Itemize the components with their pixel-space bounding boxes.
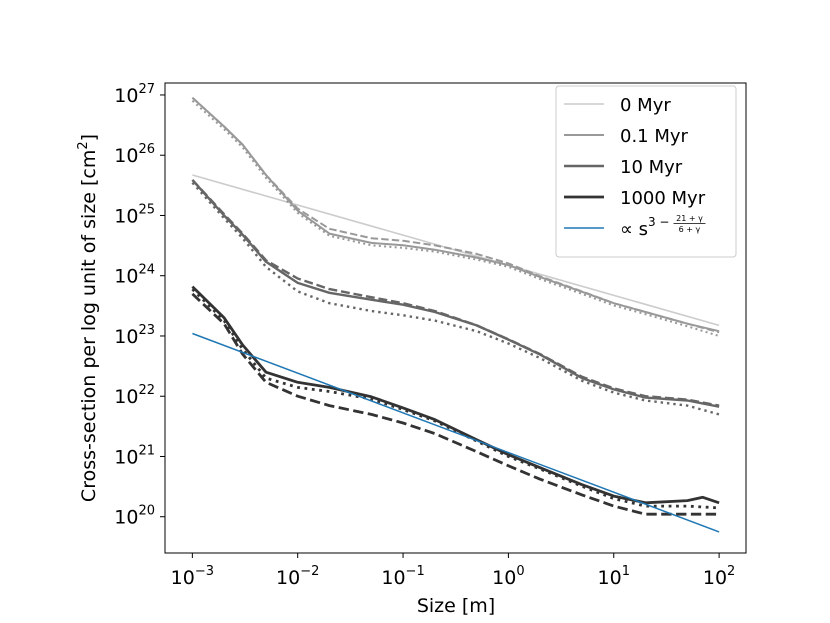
x-tick-exp: −3 [195,564,214,579]
x-tick-base: 10 [492,567,516,589]
legend-box [555,85,737,258]
y-tick-base: 10 [114,507,138,529]
y-tick-exp: 24 [138,263,155,278]
series-line [191,292,720,516]
y-tick-exp: 20 [138,504,155,519]
x-tick-exp: 2 [727,564,735,579]
legend-label: ∝ s3 − [620,215,669,240]
y-tick-label: 1024 [114,263,155,288]
legend-frac-den: 6 + γ [679,225,701,234]
y-tick-base: 10 [114,266,138,288]
legend-label-text: 1000 Myr [620,188,706,209]
y-tick-exp: 25 [138,202,155,217]
x-tick-label: 100 [492,564,524,589]
y-tick-label: 1023 [114,323,155,348]
y-axis-label: Cross-section per log unit of size [cm2] [76,134,100,502]
legend-label-text: ∝ s [620,219,648,240]
y-axis-label-sup: 2 [76,141,91,149]
x-tick-base: 10 [598,567,622,589]
y-tick-exp: 21 [138,443,155,458]
series-line [191,179,720,407]
x-axis-label: Size [m] [417,595,495,617]
x-tick-exp: 0 [516,564,524,579]
y-tick-base: 10 [114,326,138,348]
series-line [191,96,720,334]
y-tick-base: 10 [114,145,138,167]
y-tick-exp: 22 [138,383,155,398]
y-tick-label: 1021 [114,443,155,468]
y-axis-label-end: ] [78,134,100,141]
legend-label: 0 Myr [620,95,671,116]
series-line [192,332,720,533]
x-tick-label: 101 [598,564,630,589]
y-tick-base: 10 [114,386,138,408]
legend-label: 0.1 Myr [620,126,689,147]
legend-label-exp: 3 − [648,215,670,229]
y-tick-base: 10 [114,85,138,107]
lines [191,96,720,533]
x-tick-exp: −2 [300,564,319,579]
y-tick-exp: 27 [138,82,155,97]
x-tick-base: 10 [276,567,300,589]
x-tick-label: 10−1 [381,564,424,589]
x-tick-base: 10 [703,567,727,589]
y-tick-label: 1027 [114,82,155,107]
series-line [191,100,720,337]
x-tick-base: 10 [171,567,195,589]
x-tick-base: 10 [381,567,405,589]
y-tick-exp: 26 [138,142,155,157]
y-axis-label-text: Cross-section per log unit of size [cm [78,150,100,502]
y-tick-base: 10 [114,446,138,468]
x-tick-label: 10−3 [171,564,214,589]
x-tick-exp: 1 [622,564,630,579]
axes-frame [164,82,747,554]
y-tick-label: 1022 [114,383,155,408]
x-tick-label: 10−2 [276,564,319,589]
x-tick-label: 102 [703,564,735,589]
x-tick-exp: −1 [406,564,425,579]
series-line [191,288,720,510]
series-line [191,181,720,416]
legend-frac-num: 21 + γ [676,214,703,223]
legend-label-text: 10 Myr [620,157,683,178]
series-line [191,96,720,333]
legend-label: 10 Myr [620,157,683,178]
legend-label-text: 0.1 Myr [620,126,689,147]
y-tick-label: 1025 [114,202,155,227]
legend-label: 1000 Myr [620,188,706,209]
y-tick-exp: 23 [138,323,155,338]
y-tick-label: 1020 [114,504,155,529]
legend-label-text: 0 Myr [620,95,671,116]
y-tick-label: 1026 [114,142,155,167]
y-tick-base: 10 [114,205,138,227]
